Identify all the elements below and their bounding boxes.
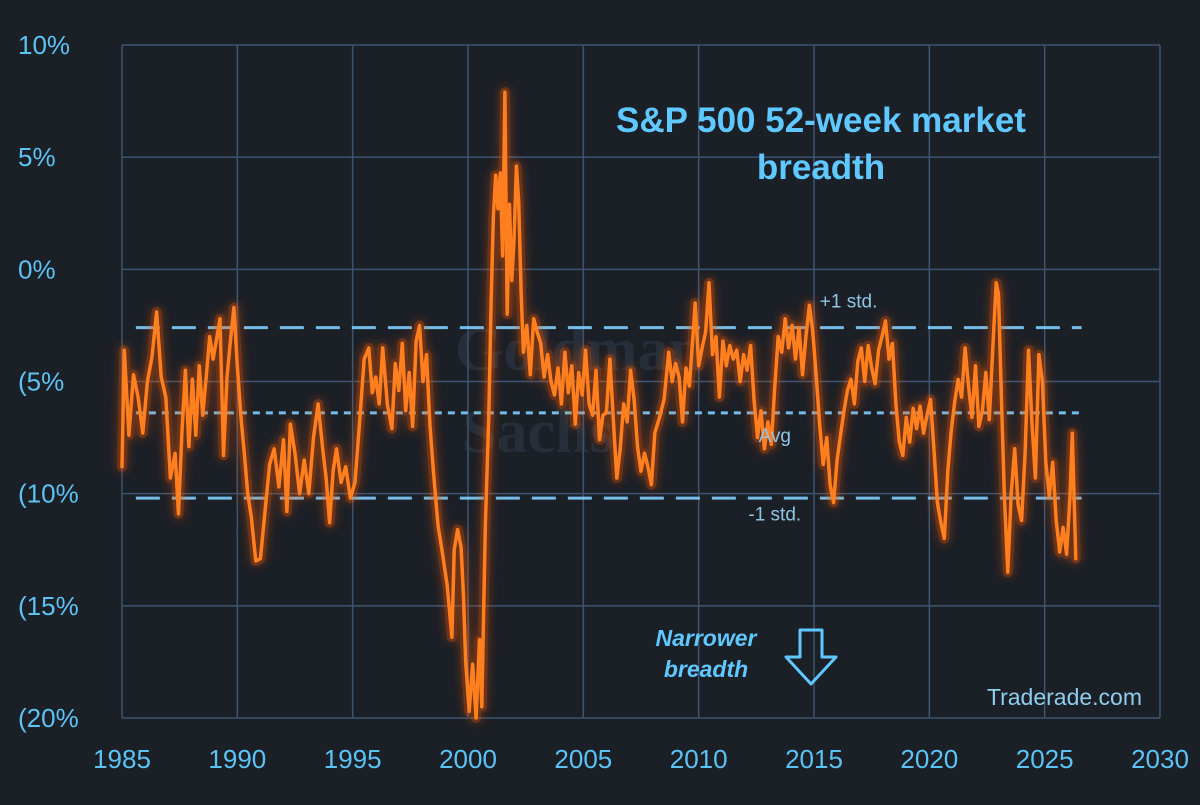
y-tick-label-6: (20%	[18, 703, 79, 733]
x-tick-label-2000: 2000	[439, 744, 497, 774]
x-tick-label-2010: 2010	[670, 744, 728, 774]
y-tick-label-3: (5%	[18, 367, 64, 397]
plus-1-std-label: +1 std.	[820, 291, 878, 312]
y-tick-label-5: (15%	[18, 591, 79, 621]
y-tick-label-2: 0%	[18, 254, 56, 284]
x-tick-label-1985: 1985	[93, 744, 151, 774]
down-arrow-icon	[784, 628, 838, 686]
narrower-breadth-line-2: breadth	[664, 656, 748, 682]
series-layer	[117, 87, 1081, 723]
y-tick-label-1: 5%	[18, 142, 56, 172]
chart-title-line-1: S&P 500 52-week market	[616, 101, 1026, 140]
x-tick-label-2020: 2020	[900, 744, 958, 774]
x-tick-label-2015: 2015	[785, 744, 843, 774]
x-tick-label-2030: 2030	[1131, 744, 1189, 774]
grid	[121, 44, 1161, 719]
x-tick-label-2005: 2005	[554, 744, 612, 774]
chart-title-line-2: breadth	[757, 148, 885, 187]
x-tick-label-1990: 1990	[208, 744, 266, 774]
x-tick-label-2025: 2025	[1016, 744, 1074, 774]
narrower-breadth-annotation: Narrower breadth	[656, 625, 838, 686]
series-0-line	[120, 90, 1078, 720]
x-tick-label-1995: 1995	[324, 744, 382, 774]
minus-1-std-label: -1 std.	[748, 505, 801, 526]
narrower-breadth-line-1: Narrower	[656, 625, 758, 651]
reference-labels: +1 std. Avg -1 std.	[748, 291, 877, 525]
source-credit: Traderade.com	[987, 684, 1142, 710]
avg-label: Avg	[759, 426, 791, 447]
y-tick-label-4: (10%	[18, 479, 79, 509]
axis-ticks: 1985 1990 1995 2000 2005 2010 2015 2020 2025 2030…	[18, 30, 1189, 774]
y-tick-label-0: 10%	[18, 30, 70, 60]
